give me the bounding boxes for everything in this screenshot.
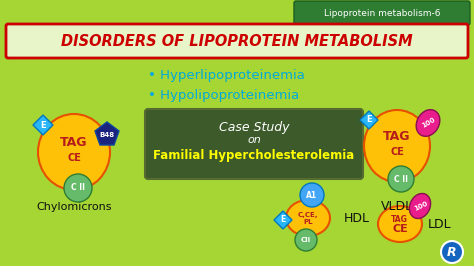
- FancyBboxPatch shape: [294, 1, 470, 25]
- Polygon shape: [274, 211, 292, 229]
- Text: E: E: [366, 115, 372, 124]
- Text: Case Study: Case Study: [219, 120, 289, 134]
- Text: C II: C II: [394, 174, 408, 184]
- Circle shape: [388, 166, 414, 192]
- Text: TAG: TAG: [60, 136, 88, 149]
- Text: • Hyperlipoproteinemia: • Hyperlipoproteinemia: [148, 69, 305, 81]
- Text: on: on: [247, 135, 261, 145]
- Text: E: E: [40, 120, 46, 130]
- Text: B48: B48: [100, 132, 115, 138]
- FancyBboxPatch shape: [145, 109, 363, 179]
- Text: CE: CE: [392, 224, 408, 234]
- Text: VLDL: VLDL: [381, 201, 413, 214]
- Text: CE: CE: [390, 147, 404, 157]
- Circle shape: [64, 174, 92, 202]
- Polygon shape: [360, 111, 378, 129]
- Ellipse shape: [416, 110, 440, 136]
- Text: C,CE,
PL: C,CE, PL: [298, 211, 318, 225]
- Text: Familial Hypercholesterolemia: Familial Hypercholesterolemia: [154, 149, 355, 163]
- Text: DISORDERS OF LIPOPROTEIN METABOLISM: DISORDERS OF LIPOPROTEIN METABOLISM: [61, 34, 413, 48]
- Text: LDL: LDL: [428, 218, 452, 231]
- Ellipse shape: [410, 193, 430, 218]
- Text: E: E: [281, 215, 286, 225]
- Ellipse shape: [286, 200, 330, 236]
- Circle shape: [300, 183, 324, 207]
- Text: TAG: TAG: [391, 214, 408, 223]
- Ellipse shape: [364, 110, 430, 182]
- Text: TAG: TAG: [383, 131, 411, 143]
- Text: CII: CII: [301, 237, 311, 243]
- Ellipse shape: [378, 206, 422, 242]
- Ellipse shape: [38, 114, 110, 190]
- Polygon shape: [33, 115, 53, 135]
- Text: C II: C II: [71, 184, 85, 193]
- Polygon shape: [95, 122, 119, 145]
- Text: R: R: [447, 246, 457, 259]
- Text: • Hypolipoproteinemia: • Hypolipoproteinemia: [148, 89, 299, 102]
- Text: A1: A1: [306, 190, 318, 200]
- Circle shape: [441, 241, 463, 263]
- Text: Chylomicrons: Chylomicrons: [36, 202, 112, 212]
- Circle shape: [295, 229, 317, 251]
- FancyBboxPatch shape: [6, 24, 468, 58]
- Text: 100: 100: [413, 200, 429, 212]
- Text: 100: 100: [421, 117, 437, 129]
- Text: HDL: HDL: [344, 211, 370, 225]
- Text: CE: CE: [67, 153, 81, 163]
- Text: Lipoprotein metabolism-6: Lipoprotein metabolism-6: [324, 9, 440, 18]
